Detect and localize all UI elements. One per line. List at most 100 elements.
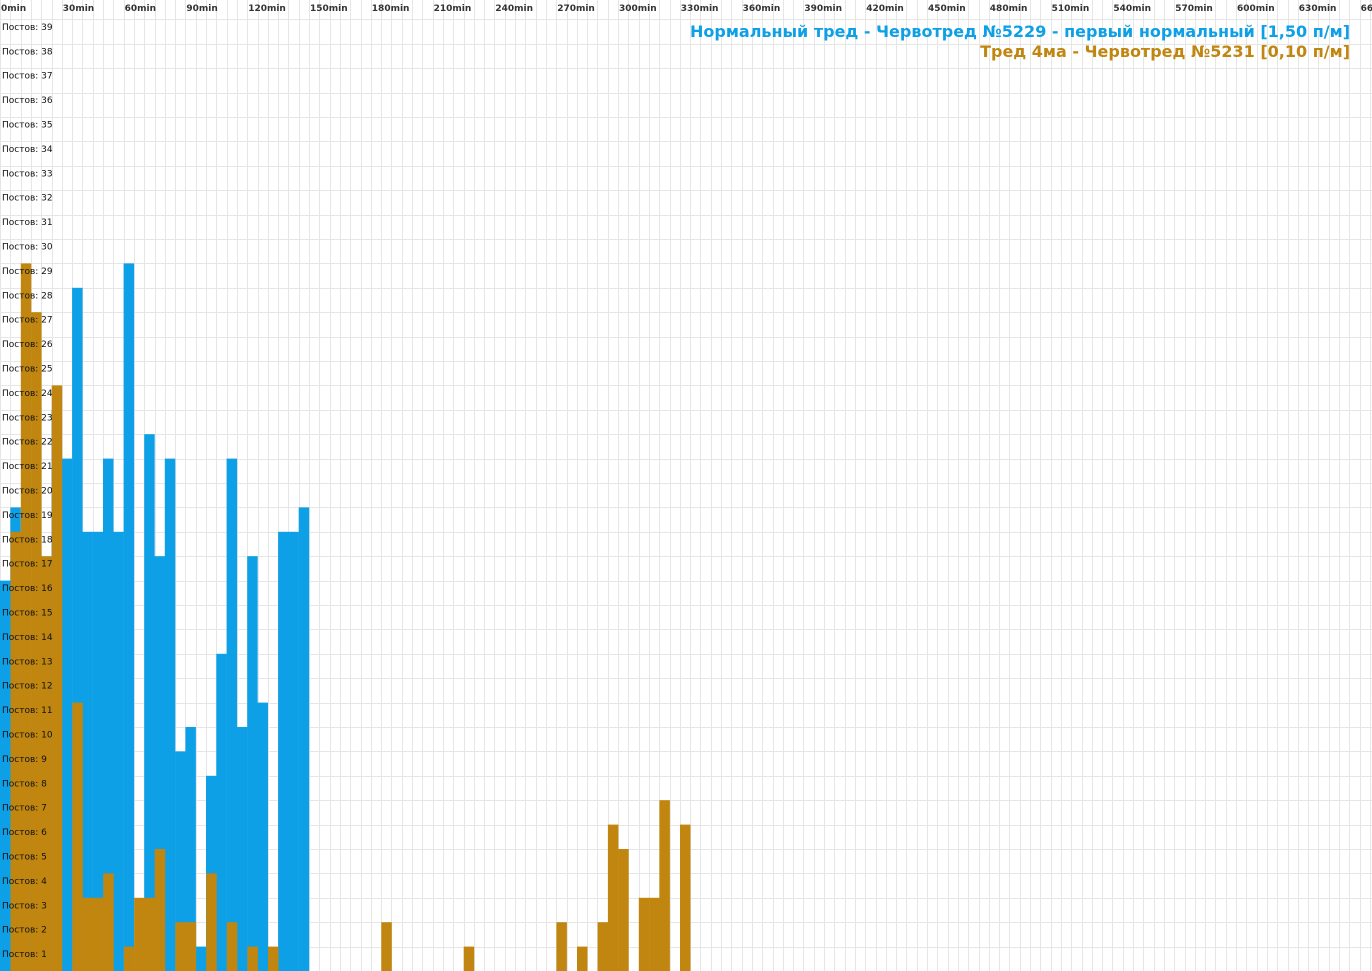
x-tick-label: 240min	[495, 4, 533, 14]
bar-4ma-thread	[10, 531, 21, 971]
x-tick-label: 480min	[990, 4, 1028, 14]
bar-4ma-thread	[638, 897, 650, 971]
bar-4ma-thread	[268, 946, 279, 971]
x-tick-label: 360min	[743, 4, 781, 14]
bars	[0, 263, 691, 971]
bar-normal-thread	[226, 458, 238, 971]
bar-4ma-thread	[134, 897, 145, 971]
bar-normal-thread	[123, 263, 135, 971]
y-tick-label: Постов: 11	[2, 706, 53, 716]
bar-normal-thread	[216, 653, 227, 971]
bar-normal-thread	[278, 531, 289, 971]
x-tick-label: 150min	[310, 4, 348, 14]
x-tick-label: 180min	[372, 4, 410, 14]
y-tick-label: Постов: 30	[2, 243, 53, 253]
bar-4ma-thread	[92, 897, 104, 971]
bar-normal-thread	[247, 556, 258, 971]
bar-4ma-thread	[463, 946, 475, 971]
y-tick-label: Постов: 37	[2, 72, 53, 82]
x-tick-label: 540min	[1113, 4, 1151, 14]
bar-4ma-thread	[649, 897, 660, 971]
bar-4ma-thread	[226, 922, 238, 971]
bar-4ma-thread	[597, 922, 609, 971]
bar-normal-thread	[164, 458, 176, 971]
bar-4ma-thread	[206, 873, 217, 971]
y-tick-label: Постов: 32	[2, 194, 53, 204]
y-tick-label: Постов: 25	[2, 365, 53, 375]
bar-4ma-thread	[72, 702, 83, 971]
y-tick-label: Постов: 7	[2, 804, 47, 814]
bar-4ma-thread	[82, 897, 94, 971]
bar-normal-thread	[298, 507, 310, 971]
x-tick-label: 0min	[1, 4, 26, 14]
x-tick-label: 570min	[1175, 4, 1213, 14]
bar-4ma-thread	[618, 849, 629, 971]
x-tick-label: 420min	[866, 4, 904, 14]
bar-normal-thread	[185, 727, 196, 971]
y-tick-label: Постов: 2	[2, 926, 47, 936]
x-tick-label: 450min	[928, 4, 966, 14]
y-tick-label: Постов: 28	[2, 291, 53, 301]
x-axis-labels: 0min 30min 60min 90min 120min 150min 180min 210…	[1, 4, 1372, 14]
y-tick-label: Постов: 8	[2, 779, 47, 789]
bar-4ma-thread	[20, 263, 32, 971]
y-tick-label: Постов: 34	[2, 145, 53, 155]
y-tick-label: Постов: 3	[2, 901, 47, 911]
y-tick-label: Постов: 29	[2, 267, 53, 277]
bar-normal-thread	[236, 727, 248, 971]
y-tick-label: Постов: 13	[2, 657, 53, 667]
bar-4ma-thread	[381, 922, 392, 971]
x-tick-label: 30min	[63, 4, 94, 14]
legend-entry-normal-thread: Нормальный тред - Червотред №5229 - перв…	[690, 22, 1350, 41]
bar-4ma-thread	[659, 800, 670, 971]
x-tick-label: 300min	[619, 4, 657, 14]
y-tick-label: Постов: 15	[2, 609, 53, 619]
bar-4ma-thread	[144, 897, 155, 971]
bar-normal-thread	[257, 702, 268, 971]
x-tick-label: 630min	[1299, 4, 1337, 14]
y-tick-label: Постов: 16	[2, 584, 53, 594]
bar-4ma-thread	[556, 922, 567, 971]
x-tick-label: 600min	[1237, 4, 1275, 14]
x-tick-label: 90min	[186, 4, 217, 14]
bar-4ma-thread	[51, 385, 63, 971]
y-tick-label: Постов: 24	[2, 389, 53, 399]
bar-normal-thread	[72, 287, 83, 971]
x-tick-label: 660min	[1361, 4, 1372, 14]
y-tick-label: Постов: 23	[2, 413, 53, 423]
x-tick-label: 60min	[125, 4, 156, 14]
bar-4ma-thread	[607, 824, 619, 971]
bar-4ma-thread	[577, 946, 588, 971]
y-tick-label: Постов: 5	[2, 853, 47, 863]
y-tick-label: Постов: 26	[2, 340, 53, 350]
x-tick-label: 510min	[1052, 4, 1090, 14]
x-tick-label: 330min	[681, 4, 719, 14]
y-tick-label: Постов: 10	[2, 731, 53, 741]
y-tick-label: Постов: 17	[2, 560, 53, 570]
bar-4ma-thread	[103, 873, 114, 971]
y-tick-label: Постов: 36	[2, 96, 53, 106]
y-tick-label: Постов: 38	[2, 47, 53, 57]
bar-4ma-thread	[41, 556, 52, 971]
y-tick-label: Постов: 21	[2, 462, 53, 472]
bar-4ma-thread	[175, 922, 186, 971]
bar-normal-thread	[61, 458, 73, 971]
y-tick-label: Постов: 22	[2, 438, 53, 448]
y-tick-label: Постов: 27	[2, 316, 53, 326]
bar-normal-thread	[288, 531, 299, 971]
x-tick-label: 210min	[434, 4, 472, 14]
y-axis-labels: Постов: 1 Постов: 2 Постов: 3 Постов: 4 Пост…	[2, 23, 53, 960]
y-tick-label: Постов: 6	[2, 828, 47, 838]
x-tick-label: 270min	[557, 4, 595, 14]
bar-normal-thread	[82, 531, 93, 971]
legend: Нормальный тред - Червотред №5229 - перв…	[690, 22, 1350, 61]
bar-normal-thread	[103, 458, 114, 971]
bar-normal-thread	[113, 531, 124, 971]
bar-4ma-thread	[247, 946, 258, 971]
y-tick-label: Постов: 9	[2, 755, 47, 765]
bar-normal-thread	[144, 434, 155, 971]
bar-4ma-thread	[123, 946, 135, 971]
bar-normal-thread	[195, 946, 207, 971]
y-tick-label: Постов: 39	[2, 23, 53, 33]
